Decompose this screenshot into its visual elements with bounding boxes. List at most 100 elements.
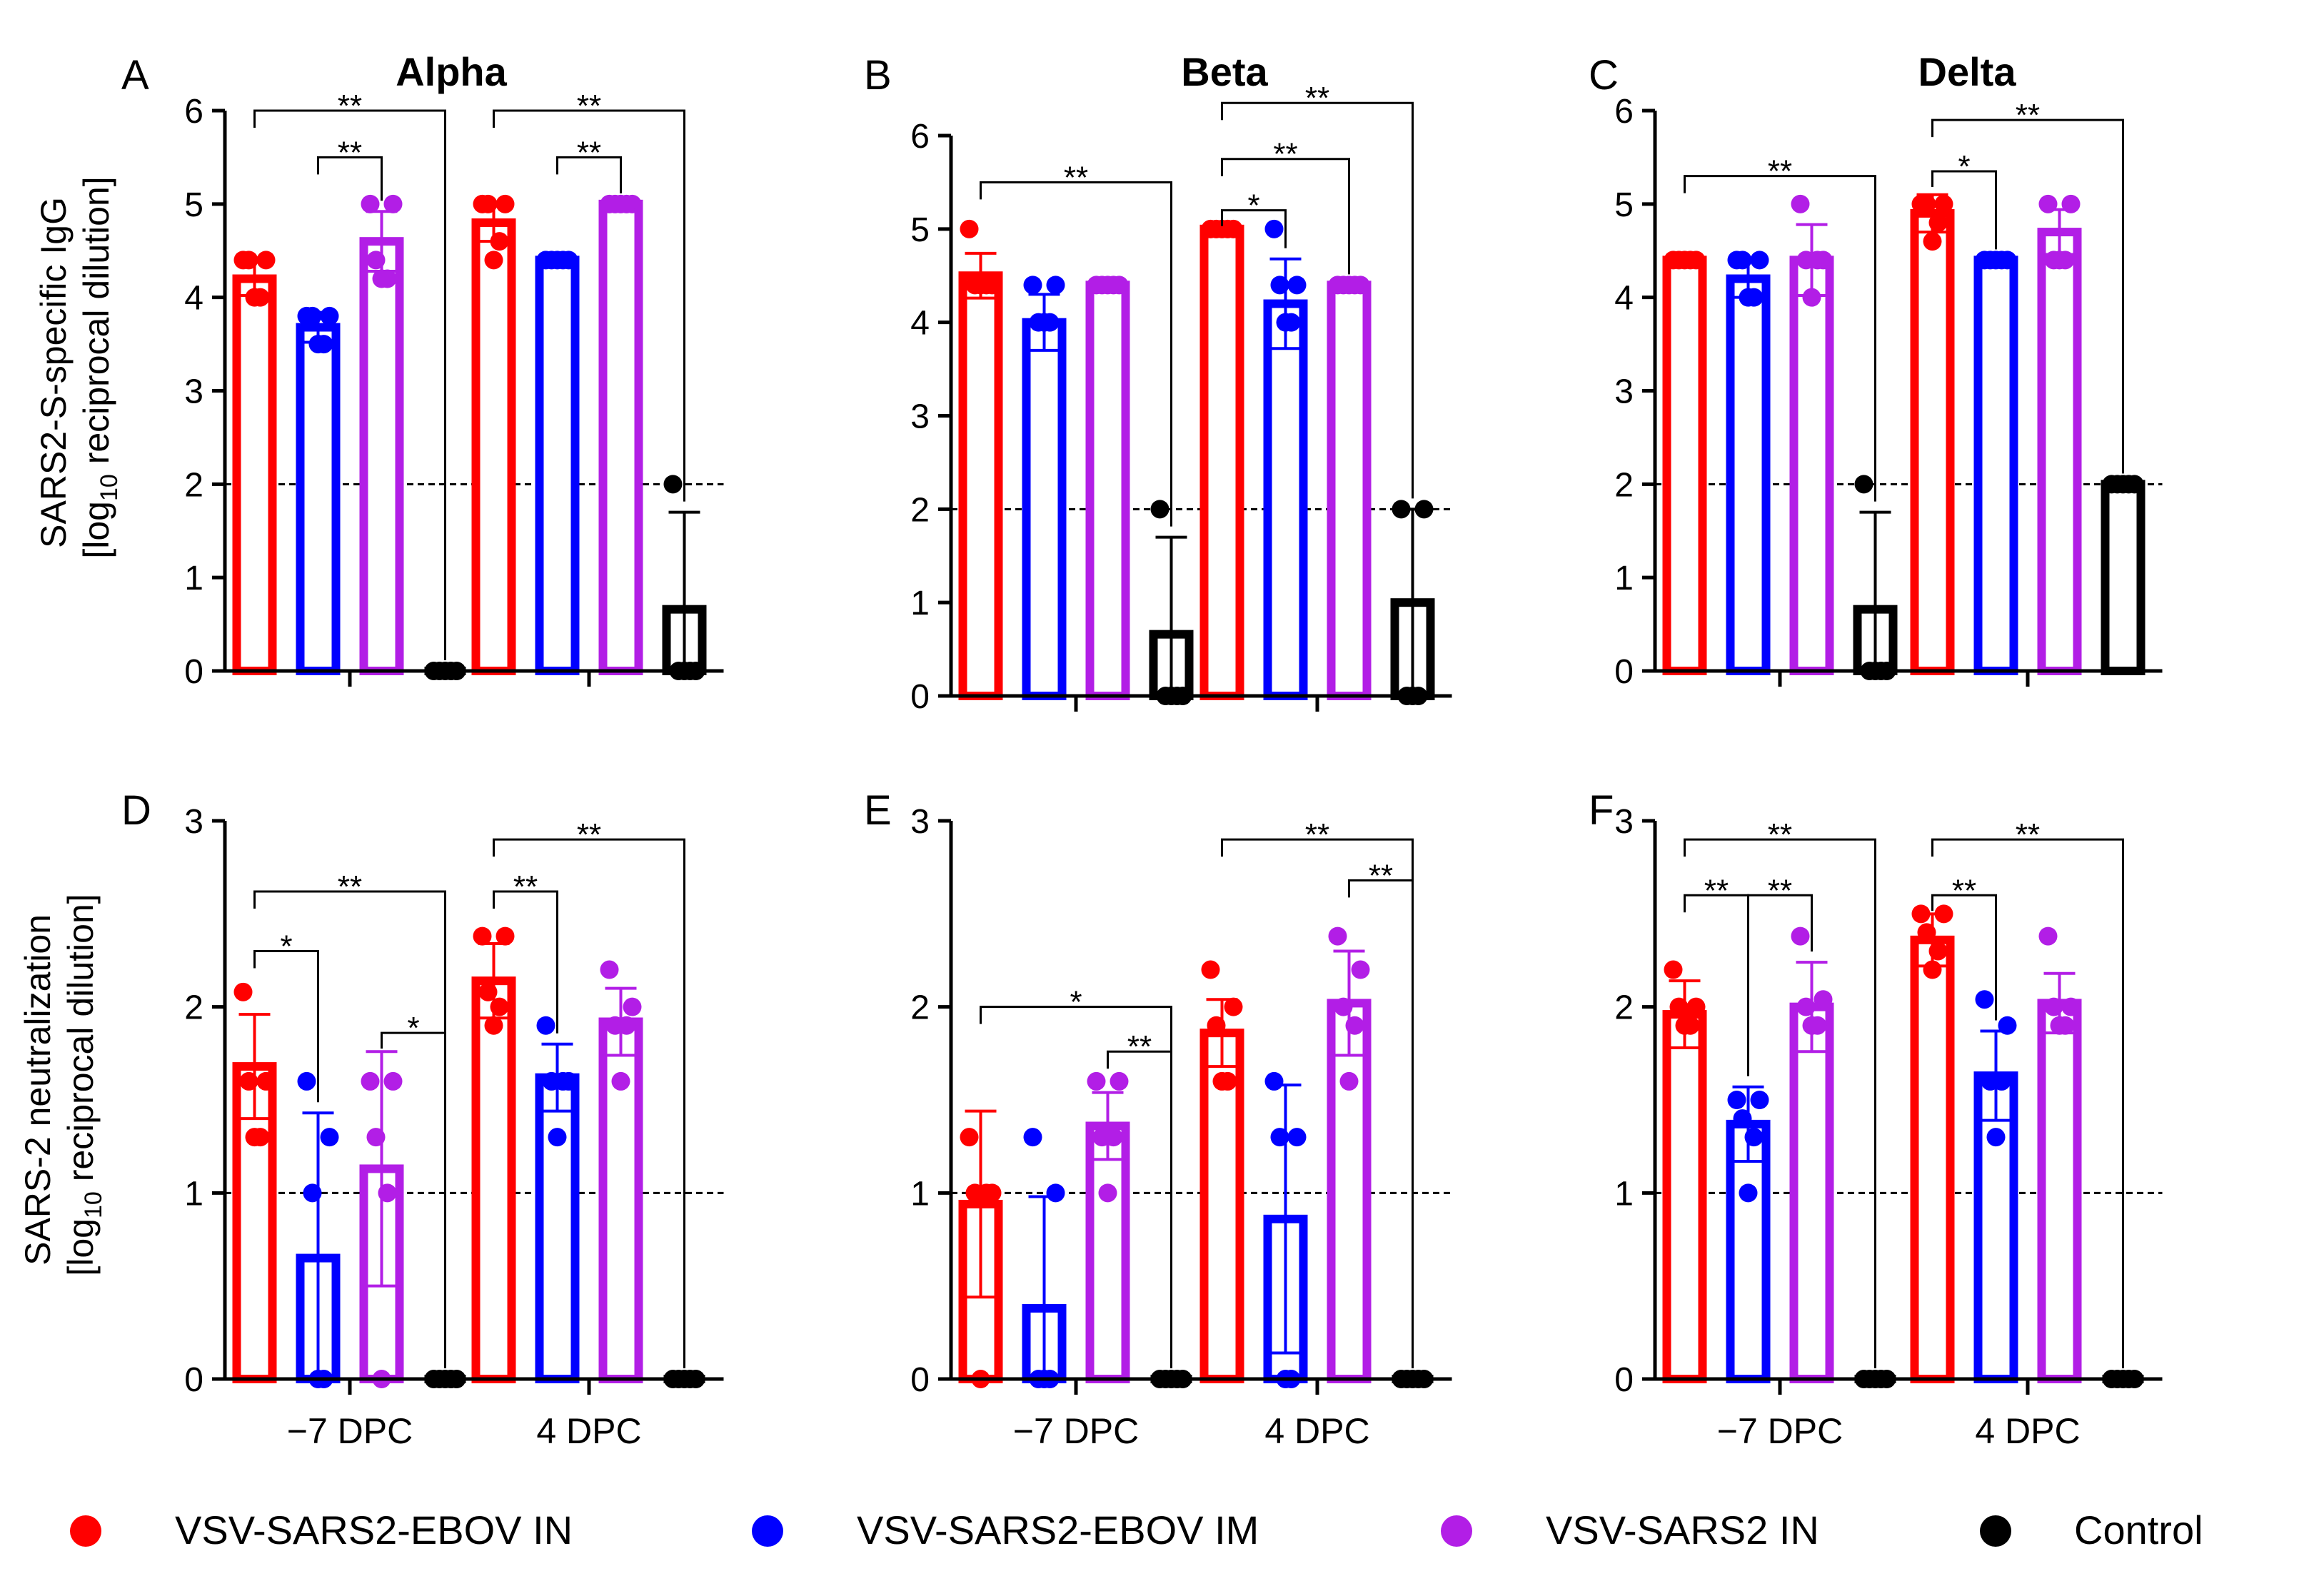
sig-bracket-F-1 [1684,894,1749,1076]
bottom-y-label-line1: SARS-2 neutralization [18,914,58,1266]
bar-A-1-1 [535,256,580,676]
point-E-0-2-4 [1098,1183,1117,1203]
sig-label-C-1: ** [2016,98,2040,133]
point-F-1-0-0 [1911,904,1931,924]
point-E-1-2-4 [1339,1071,1359,1091]
point-F-1-0-1 [1934,904,1953,924]
point-E-0-2-3 [1104,1128,1123,1147]
point-F-0-1-1 [1750,1091,1769,1109]
sig-label-A-2: ** [577,89,601,123]
y-tick-label: 1 [910,585,930,622]
y-tick-label: 1 [1614,560,1634,597]
bar-E-1-2 [1327,999,1372,1384]
sig-label-E-1: ** [1127,1029,1152,1064]
sig-bracket-A-3 [556,156,622,193]
y-tick-label: 4 [910,305,930,343]
bar-F-1-2 [2037,999,2082,1384]
x-tick-label: 4 DPC [1264,1411,1369,1451]
y-tick-label: 1 [1614,1175,1634,1213]
point-D-0-0-2 [239,1071,258,1091]
y-tick-label: 2 [1614,989,1634,1027]
y-tick-label: 1 [184,560,203,597]
sig-label-F-3: ** [2016,817,2040,852]
point-A-1-2-4 [611,194,630,213]
y-tick-label: 5 [1614,186,1634,224]
point-C-0-2-4 [1802,288,1821,307]
point-F-1-0-4 [1923,960,1942,979]
point-F-0-2-2 [1796,997,1816,1016]
point-E-1-0-2 [1207,1016,1226,1035]
sig-label-D-4: ** [513,869,538,904]
x-tick-label: −7 DPC [287,1411,413,1451]
bar-F-1-0 [1910,935,1955,1383]
panel-letter-D: D [121,787,151,834]
sig-label-D-1: * [280,929,292,964]
bar-C-0-0 [1662,256,1707,676]
point-D-0-2-0 [361,1071,380,1091]
sig-bracket-B-0 [980,181,1172,527]
point-C-1-2-0 [2038,194,2058,213]
y-tick-label: 6 [1614,93,1634,131]
top-y-label-sub: 10 [96,474,123,501]
point-A-0-2-0 [361,194,380,213]
sig-bracket-D-3 [493,838,685,1368]
y-tick-label: 6 [910,118,930,156]
point-A-1-0-1 [496,194,515,213]
y-tick-label: 3 [1614,373,1634,411]
bar-F-1-1 [1973,1071,2018,1383]
point-A-0-0-1 [256,251,276,270]
point-A-1-0-2 [478,194,498,213]
sig-label-A-3: ** [577,135,601,170]
point-D-1-2-4 [611,1071,630,1091]
point-F-0-0-4 [1675,1016,1694,1035]
point-C-1-0-1 [1934,194,1953,213]
point-C-1-0-2 [1917,194,1936,213]
sig-bracket-F-4 [1931,894,1997,1021]
sig-bracket-E-3 [1348,879,1414,1368]
point-D-0-1-0 [297,1071,316,1091]
sig-label-D-0: ** [338,869,362,904]
point-C-1-2-1 [2061,194,2081,213]
point-F-0-0-0 [1664,960,1683,979]
top-y-label-line1: SARS2-S-specific IgG [34,197,74,548]
point-D-1-0-2 [478,982,498,1001]
point-B-0-1-0 [1023,276,1042,295]
y-tick-label: 4 [1614,280,1634,318]
y-tick-label: 2 [184,989,203,1027]
y-tick-label: 0 [1614,1361,1634,1399]
sig-label-A-0: ** [338,89,362,123]
x-tick-label: −7 DPC [1717,1411,1843,1451]
point-F-0-2-1 [1814,990,1833,1009]
point-B-1-3-1 [1414,500,1434,519]
panel-letter-B: B [864,52,892,99]
bar-D-1-0 [471,976,516,1383]
sig-label-B-2: ** [1273,137,1297,172]
top-row-y-label: SARS2-S-specific IgG [log10 reciprocal d… [34,176,123,558]
point-E-0-0-3 [977,1183,996,1203]
sig-bracket-A-2 [493,109,685,502]
bar-B-0-1 [1022,318,1067,700]
bar-A-1-0 [471,218,516,675]
point-F-0-2-0 [1791,926,1810,946]
point-A-0-2-4 [372,269,391,288]
point-A-0-2-1 [383,194,403,213]
point-D-0-2-3 [378,1183,397,1203]
top-y-label-post: reciprocal dilution] [76,176,116,474]
sig-bracket-E-1 [1107,1050,1172,1368]
point-F-1-0-2 [1917,923,1936,942]
point-C-0-3-0 [1854,475,1873,494]
y-tick-label: 0 [1614,653,1634,691]
sig-label-A-1: ** [338,135,362,170]
bar-B-1-0 [1199,224,1244,701]
sig-bracket-B-2 [1221,158,1350,275]
panel-letter-A: A [121,52,149,99]
bar-F-0-0 [1662,1010,1707,1384]
bottom-row-y-label: SARS-2 neutralization [log10 reciprocal … [18,894,107,1276]
point-D-1-2-3 [617,1016,636,1035]
top-y-label-pre: [log [76,501,116,559]
point-E-0-1-1 [1046,1183,1065,1203]
point-D-1-0-0 [473,926,492,946]
y-tick-label: 0 [910,678,930,716]
